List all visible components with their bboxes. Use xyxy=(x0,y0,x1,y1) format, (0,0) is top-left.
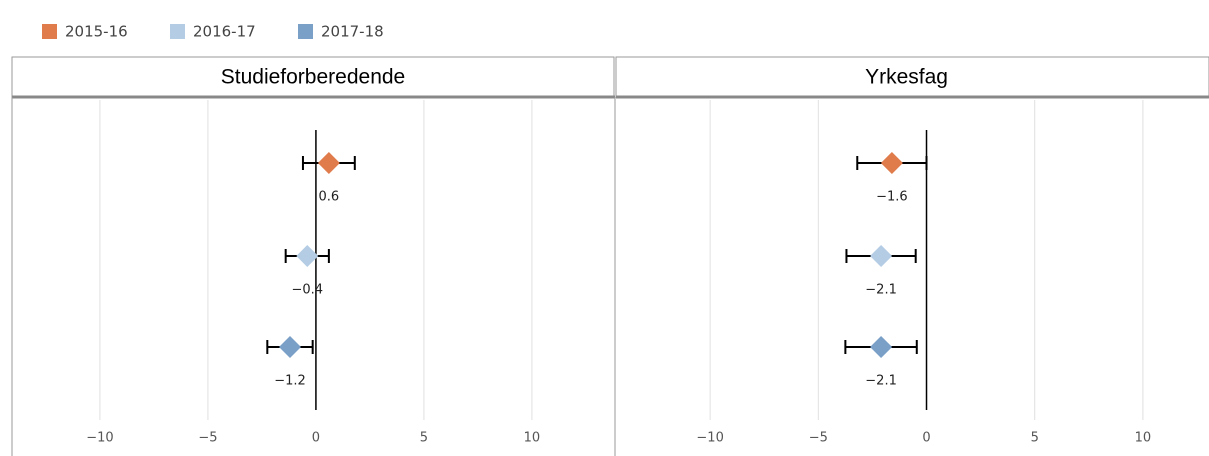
x-tick-label: −5 xyxy=(198,431,217,446)
x-tick-label: 0 xyxy=(312,431,320,446)
legend-label: 2016-17 xyxy=(193,23,256,41)
x-tick-label: −10 xyxy=(696,431,723,446)
legend-swatch xyxy=(170,24,185,39)
legend-swatch xyxy=(298,24,313,39)
data-label: −2.1 xyxy=(865,283,897,298)
x-tick-label: 0 xyxy=(922,431,930,446)
marker xyxy=(296,245,319,267)
marker xyxy=(880,152,903,174)
legend-label: 2015-16 xyxy=(65,23,128,41)
data-label: −0.4 xyxy=(291,283,323,298)
data-label: 0.6 xyxy=(319,190,340,205)
marker xyxy=(278,336,301,358)
marker xyxy=(870,336,893,358)
x-tick-label: 10 xyxy=(524,431,541,446)
data-label: −1.6 xyxy=(876,190,908,205)
panel-header xyxy=(615,56,1209,98)
x-tick-label: −5 xyxy=(809,431,828,446)
x-tick-label: 5 xyxy=(420,431,428,446)
data-label: −2.1 xyxy=(865,374,897,389)
x-tick-label: −10 xyxy=(86,431,113,446)
x-tick-label: 10 xyxy=(1135,431,1152,446)
panel-title: Studieforberedende xyxy=(221,66,405,89)
panel-title: Yrkesfag xyxy=(865,66,948,89)
marker xyxy=(317,152,340,174)
data-label: −1.2 xyxy=(274,374,306,389)
panel-header xyxy=(11,56,615,98)
marker xyxy=(870,245,893,267)
legend-swatch xyxy=(42,24,57,39)
x-tick-label: 5 xyxy=(1031,431,1039,446)
legend-label: 2017-18 xyxy=(321,23,384,41)
